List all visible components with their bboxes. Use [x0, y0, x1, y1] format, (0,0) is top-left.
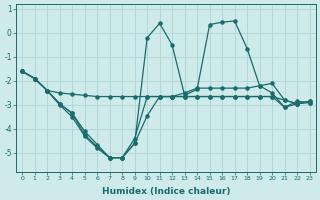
- X-axis label: Humidex (Indice chaleur): Humidex (Indice chaleur): [102, 187, 230, 196]
